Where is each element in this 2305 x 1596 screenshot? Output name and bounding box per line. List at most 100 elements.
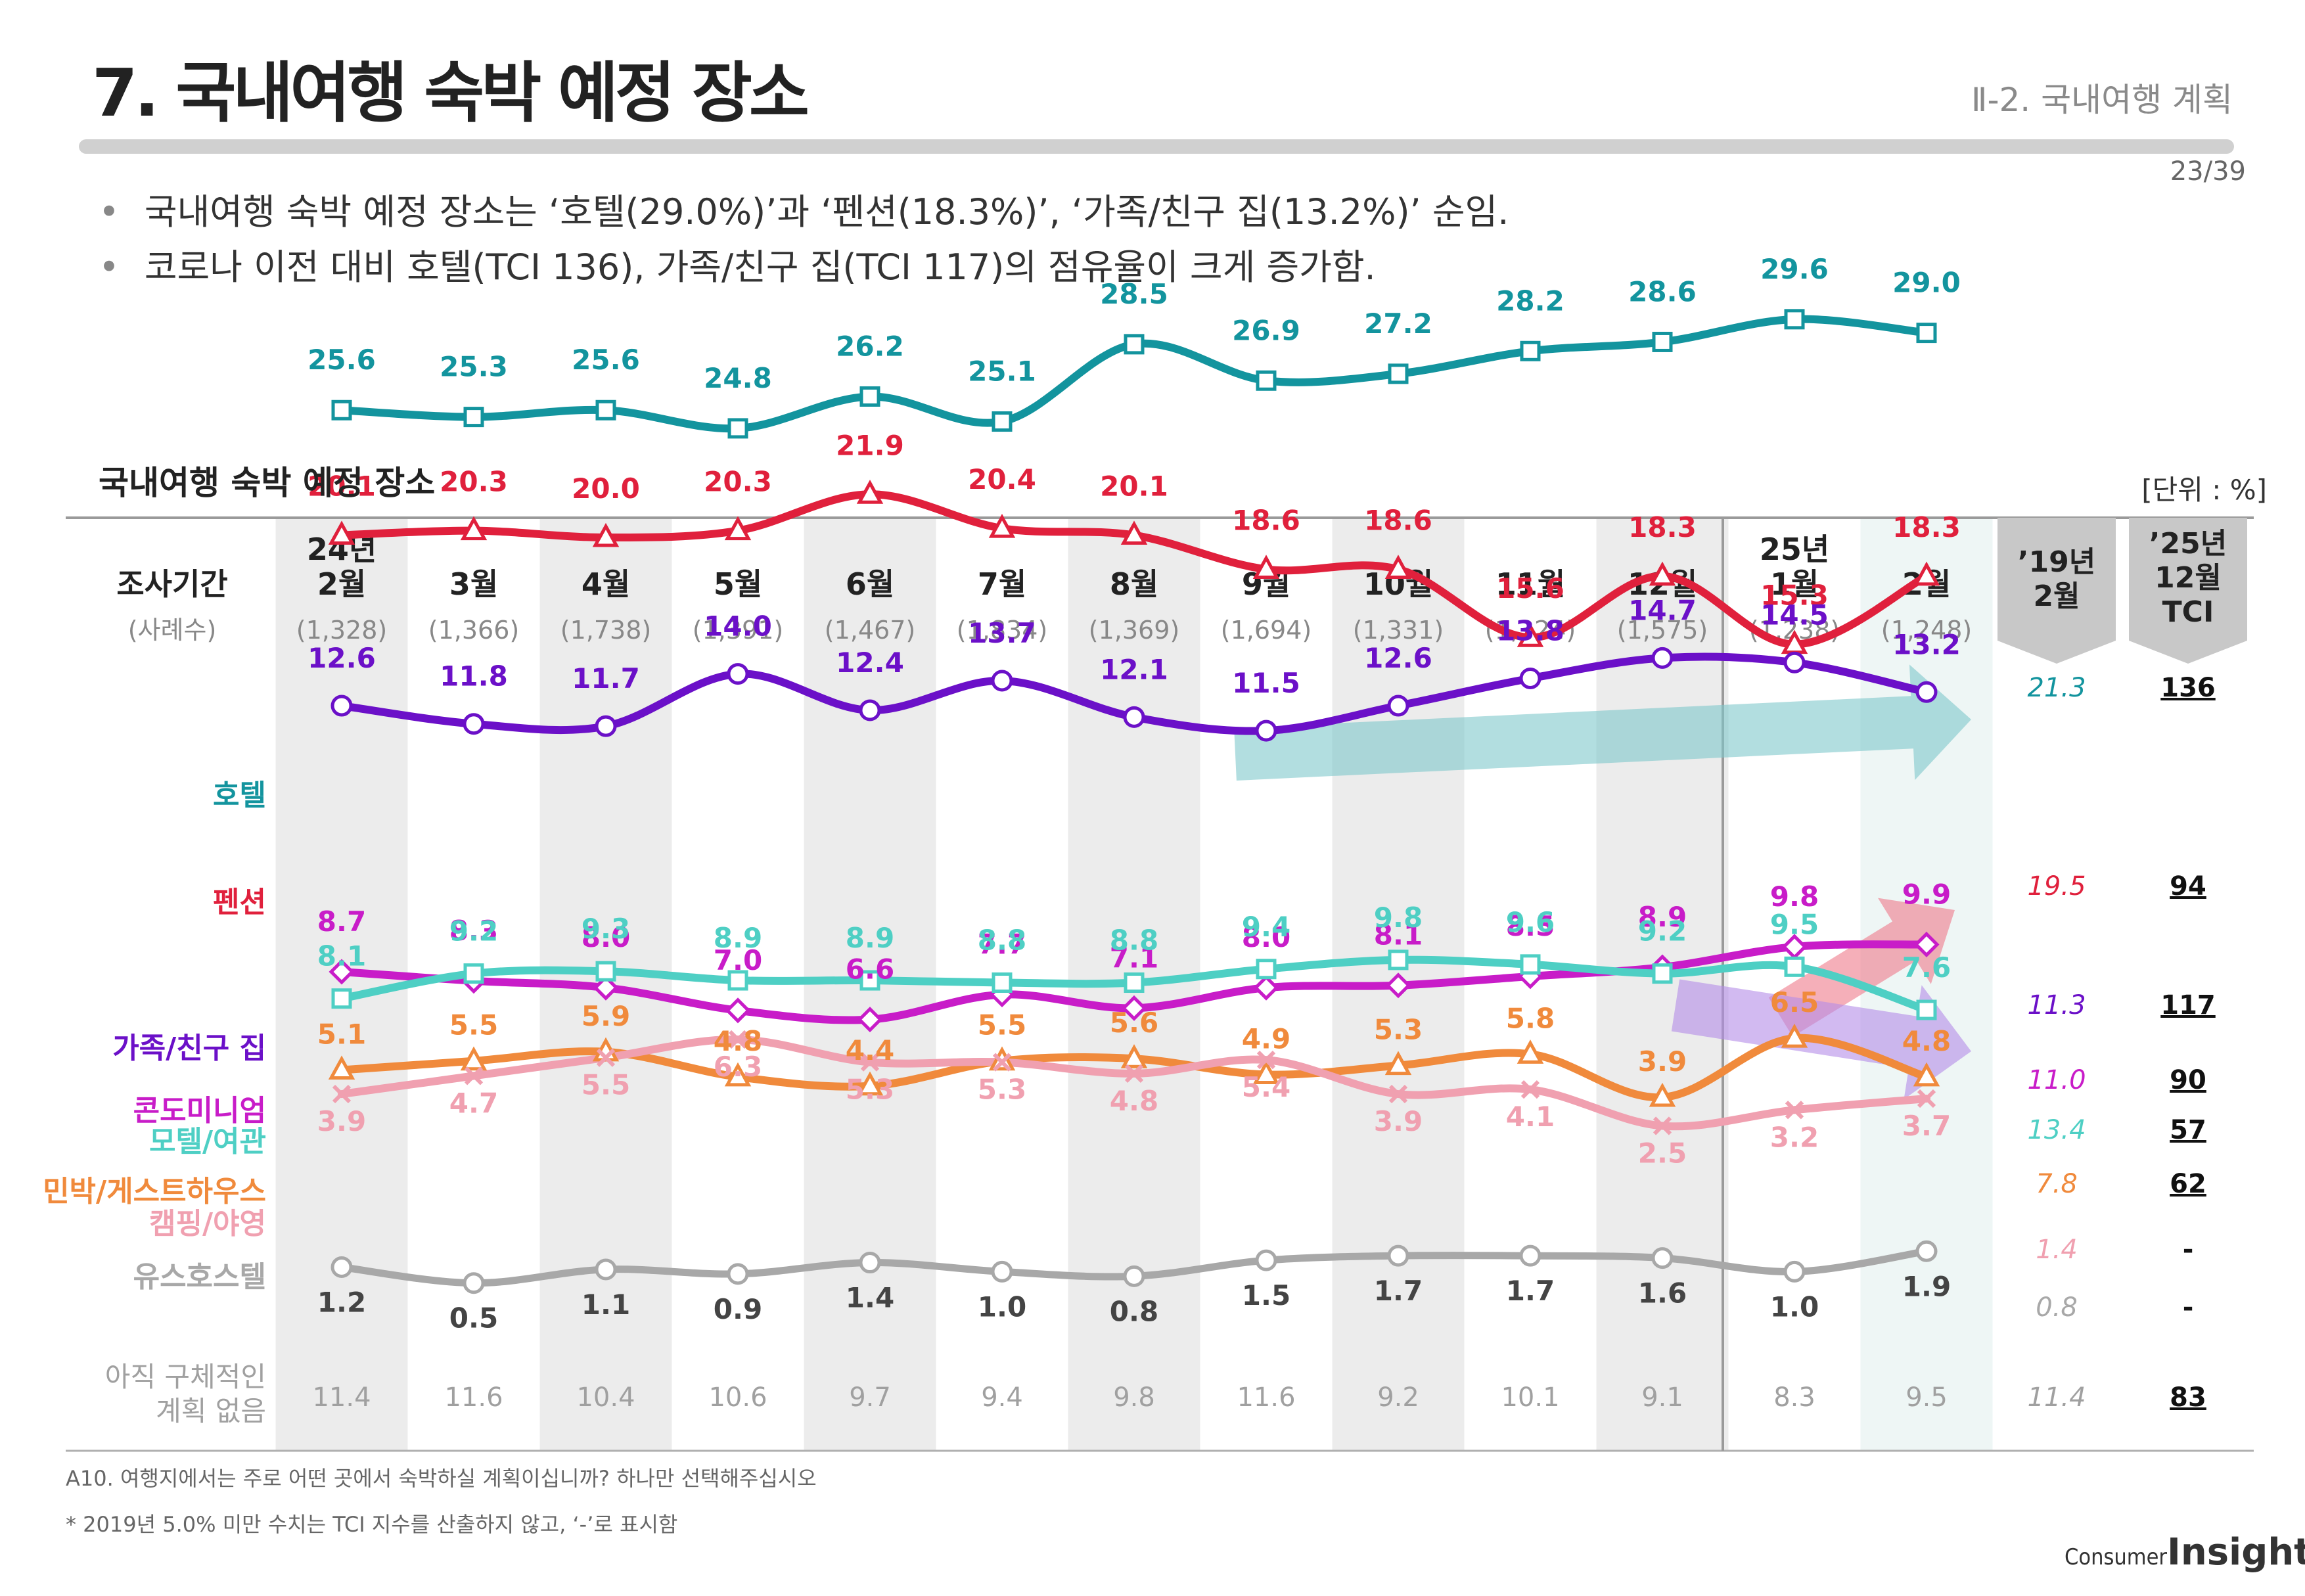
hostel-data-label: 1.4 [846,1282,894,1314]
latest-column-shade [1860,518,1993,1451]
camping-data-label: 5.5 [582,1069,630,1101]
hotel-data-label: 24.8 [704,362,772,394]
undecided-data-label: 11.4 [312,1382,371,1413]
pension-data-label: 20.0 [572,472,640,505]
circle-marker [1651,1247,1674,1269]
family-data-label: 12.1 [1100,653,1168,685]
hotel-data-label: 28.2 [1496,285,1564,317]
baseline-value: 19.5 [2027,871,2086,901]
condo-data-label: 8.5 [1506,910,1555,942]
circle-marker [463,713,485,735]
triangle-marker [1517,623,1544,647]
period-sample-size: (1,834) [957,616,1047,645]
circle-marker [859,699,881,721]
pension-data-label: 20.4 [968,463,1036,495]
circle-marker [1519,668,1541,690]
circle-marker [1519,1244,1541,1267]
baseline-value: 1.4 [2036,1235,2078,1265]
period-sample-size: (1,694) [1221,616,1312,645]
condo-data-label: 8.0 [1242,921,1290,953]
summary-bullet: • 코로나 이전 대비 호텔(TCI 136), 가족/친구 집(TCI 117)… [99,238,1376,290]
motel-data-label: 8.9 [714,922,762,954]
triangle-marker [1517,1039,1544,1064]
circle-marker [1783,1260,1806,1283]
undecided-data-label: 9.2 [1377,1382,1419,1413]
square-marker [1916,999,1937,1020]
period-month: 11월 [1495,566,1565,602]
hotel-data-label: 26.9 [1232,314,1300,346]
minbak-data-label: 5.5 [978,1009,1026,1041]
motel-data-label: 9.6 [1506,906,1555,938]
square-marker [1916,323,1937,344]
camping-data-label: 3.9 [317,1105,366,1137]
circle-marker [1255,719,1277,742]
tci-header-text: TCI [2162,595,2214,629]
hostel-data-label: 0.9 [714,1293,762,1325]
family-data-label: 12.6 [1364,642,1432,674]
square-marker [1652,963,1673,984]
undecided-data-label: 9.5 [1906,1382,1948,1413]
family-data-label: 11.5 [1232,667,1300,699]
page-number: 23/39 [2170,156,2246,187]
tci-value: 90 [2170,1065,2206,1095]
square-marker [859,386,880,407]
hotel-data-label: 28.6 [1628,275,1697,308]
baseline-value: 7.8 [2036,1169,2078,1199]
minbak-data-label: 6.5 [1770,986,1819,1018]
square-marker [1784,309,1805,330]
period-sample-size: (1,328) [296,616,387,645]
pension-data-label: 18.3 [1628,511,1697,543]
camping-data-label: 3.2 [1770,1121,1819,1153]
pension-data-label: 21.9 [836,429,904,461]
camping-series-name: 캠핑/야영 [149,1207,266,1241]
family-data-label: 13.2 [1892,628,1961,660]
period-month: 7월 [978,566,1026,602]
tci-header-text: ’25년 [2149,527,2227,560]
minbak-series-name: 민박/게스트하우스 [43,1175,266,1208]
section-label: Ⅱ-2. 국내여행 계획 [1971,81,2233,119]
diamond-marker [1913,931,1940,957]
tci-value: - [2183,1292,2194,1323]
camping-data-label: 4.1 [1506,1101,1555,1133]
hotel-data-label: 25.1 [968,355,1036,388]
condo-data-label: 9.9 [1902,878,1951,910]
pension-data-label: 18.3 [1892,511,1961,543]
minbak-data-label: 4.8 [714,1025,762,1057]
baseline-value: 11.0 [2027,1065,2086,1095]
triangle-marker [1384,1051,1412,1076]
motel-data-label: 8.8 [1110,924,1158,957]
family-series-name: 가족/친구 집 [112,1032,266,1065]
period-sample-size: (1,331) [1353,616,1444,645]
tci-value: 83 [2170,1382,2206,1413]
condo-data-label: 7.1 [1110,942,1158,974]
square-marker [1652,331,1673,352]
circle-marker [463,1272,485,1294]
period-month: 3월 [449,566,498,602]
undecided-data-label: 9.8 [1113,1382,1155,1413]
cross-marker [1388,1084,1408,1104]
triangle-marker [460,516,488,541]
camping-data-label: 4.8 [1110,1085,1158,1117]
triangle-marker [1913,1062,1940,1087]
square-marker [1520,954,1541,975]
circle-marker [1123,1265,1145,1287]
table-grid [66,516,2254,1452]
condo-data-label: 8.9 [1638,901,1687,933]
undecided-series-name: 아직 구체적인 [105,1361,266,1393]
circle-marker [727,1263,749,1285]
diamond-marker [725,997,751,1024]
camping-data-label: 4.7 [449,1087,498,1119]
family-data-label: 11.7 [572,662,640,695]
cross-marker [1917,1089,1936,1108]
tci-value: 62 [2170,1169,2206,1199]
period-month: 6월 [846,566,894,602]
square-marker [859,970,880,991]
motel-series-name: 모텔/여관 [149,1125,266,1158]
hotel-data-label: 25.6 [308,344,376,376]
diamond-marker [1385,972,1411,999]
condo-data-label: 8.7 [317,905,366,938]
circle-marker [331,695,353,717]
triangle-marker [1649,561,1676,586]
hostel-data-label: 1.9 [1902,1270,1951,1302]
camping-data-label: 6.3 [714,1051,762,1083]
